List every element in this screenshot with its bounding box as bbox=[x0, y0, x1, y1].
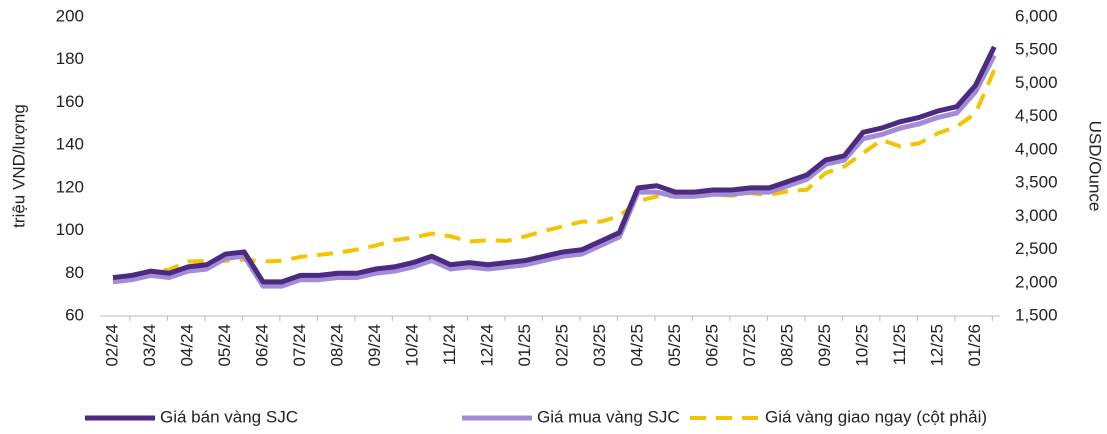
x-tick-label: 11/24 bbox=[440, 324, 459, 365]
x-tick-label: 12/24 bbox=[477, 324, 496, 367]
x-tick-label: 06/24 bbox=[252, 324, 271, 367]
y-tick-label: 60 bbox=[65, 305, 84, 324]
x-tick-label: 04/25 bbox=[627, 324, 646, 367]
legend-label: Giá bán vàng SJC bbox=[160, 407, 298, 426]
x-tick-label: 01/26 bbox=[965, 324, 984, 367]
y2-tick-label: 3,500 bbox=[1015, 173, 1058, 192]
x-tick-label: 06/25 bbox=[702, 324, 721, 367]
x-tick-label: 02/25 bbox=[552, 324, 571, 367]
y2-tick-label: 5,000 bbox=[1015, 73, 1058, 92]
x-tick-label: 10/24 bbox=[402, 324, 421, 367]
x-tick-label: 01/25 bbox=[515, 324, 534, 367]
y2-axis-label: USD/Ounce bbox=[1086, 121, 1105, 212]
x-tick-label: 07/24 bbox=[290, 324, 309, 367]
x-tick-label: 05/25 bbox=[665, 324, 684, 367]
y-tick-label: 120 bbox=[56, 177, 84, 196]
y-tick-label: 160 bbox=[56, 92, 84, 111]
y-tick-label: 140 bbox=[56, 135, 84, 154]
x-tick-label: 05/24 bbox=[215, 324, 234, 367]
y-tick-label: 100 bbox=[56, 220, 84, 239]
y2-tick-label: 6,000 bbox=[1015, 6, 1058, 25]
series-line bbox=[112, 45, 997, 285]
x-tick-label: 04/24 bbox=[177, 324, 196, 367]
y2-tick-label: 1,500 bbox=[1015, 305, 1058, 324]
x-tick-label: 10/25 bbox=[852, 324, 871, 367]
x-tick-label: 03/25 bbox=[590, 324, 609, 367]
x-tick-label: 09/25 bbox=[815, 324, 834, 367]
x-tick-label: 08/25 bbox=[777, 324, 796, 367]
x-tick-label: 03/24 bbox=[140, 324, 159, 367]
y2-tick-label: 3,000 bbox=[1015, 206, 1058, 225]
y-tick-label: 80 bbox=[65, 263, 84, 282]
x-tick-label: 07/25 bbox=[740, 324, 759, 367]
x-tick-label: 08/24 bbox=[327, 324, 346, 367]
series-line bbox=[112, 69, 997, 283]
x-tick-label: 09/24 bbox=[365, 324, 384, 367]
legend-label: Giá vàng giao ngay (cột phải) bbox=[765, 407, 987, 426]
y2-tick-label: 2,000 bbox=[1015, 272, 1058, 291]
x-tick-label: 11/25 bbox=[890, 324, 909, 365]
x-tick-label: 02/24 bbox=[102, 324, 121, 367]
y-tick-label: 200 bbox=[56, 6, 84, 25]
y2-tick-label: 5,500 bbox=[1015, 40, 1058, 59]
x-tick-label: 12/25 bbox=[927, 324, 946, 367]
y-axis-label: triệu VND/lượng bbox=[9, 104, 28, 228]
legend-label: Giá mua vàng SJC bbox=[537, 407, 680, 426]
y2-tick-label: 2,500 bbox=[1015, 239, 1058, 258]
y2-tick-label: 4,000 bbox=[1015, 139, 1058, 158]
y-tick-label: 180 bbox=[56, 49, 84, 68]
y2-tick-label: 4,500 bbox=[1015, 106, 1058, 125]
